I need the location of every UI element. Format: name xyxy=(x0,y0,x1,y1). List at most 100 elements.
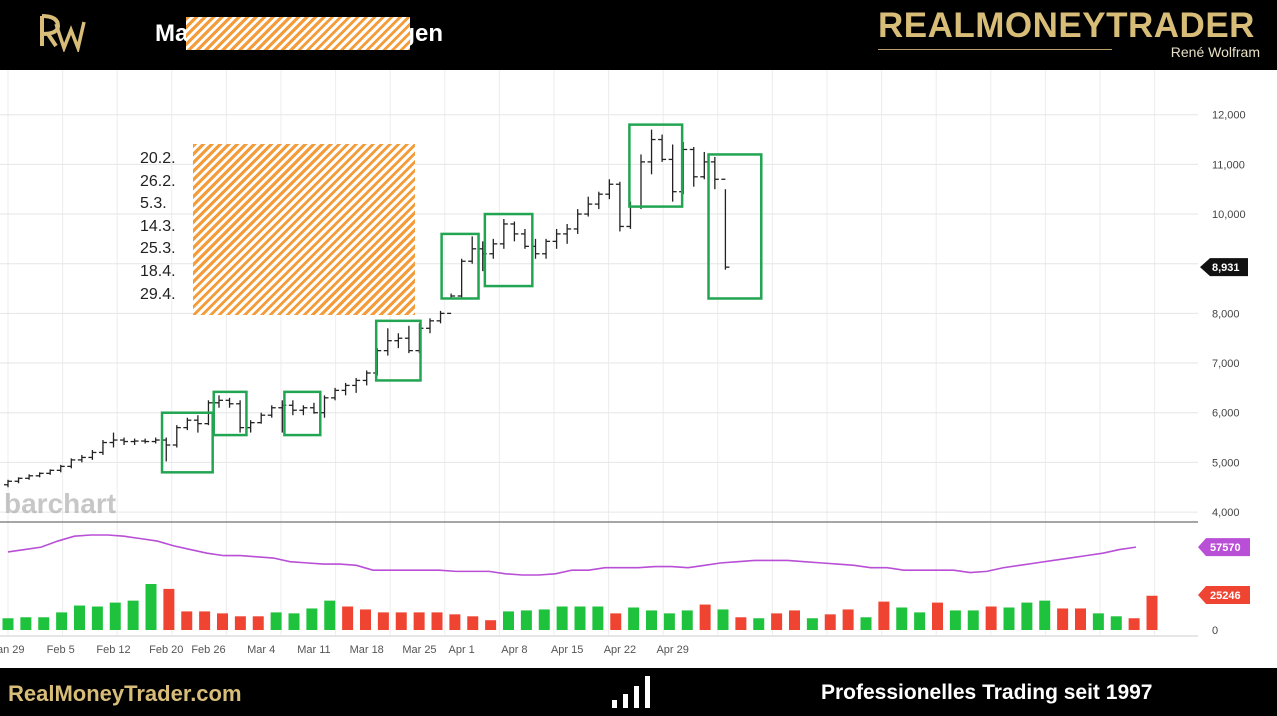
volume-bar xyxy=(538,609,550,630)
x-tick-label: Feb 5 xyxy=(47,644,75,656)
x-tick-label: Apr 15 xyxy=(551,644,583,656)
volume-bar xyxy=(413,612,425,630)
volume-bar xyxy=(217,613,228,630)
date-item: 14.3. xyxy=(140,217,176,235)
x-tick-label: Feb 20 xyxy=(149,644,183,656)
volume-bar xyxy=(288,613,300,630)
volume-bar xyxy=(1039,600,1051,630)
indicator-tag xyxy=(1198,538,1250,557)
volume-bar xyxy=(74,605,85,630)
highlight-box xyxy=(628,123,684,208)
volume-bar xyxy=(1057,608,1069,630)
volume-bar xyxy=(681,610,693,630)
last-price-tag xyxy=(1200,258,1248,277)
volume-bar xyxy=(717,609,729,630)
price-tick-label: 7,000 xyxy=(1212,358,1240,370)
indicator-line xyxy=(7,534,1137,576)
volume-bar xyxy=(127,600,139,630)
bar-chart-icon xyxy=(612,676,650,708)
volume-bar xyxy=(342,606,354,630)
volume-bar xyxy=(1146,595,1158,630)
volume-bar xyxy=(842,609,854,630)
volume-bar xyxy=(91,606,103,630)
volume-bar xyxy=(485,620,497,630)
price-tick-label: 4,000 xyxy=(1212,507,1240,519)
highlight-box xyxy=(483,212,534,288)
price-tick-label: 12,000 xyxy=(1212,110,1246,122)
volume-bar xyxy=(967,610,979,630)
volume-bar xyxy=(592,606,604,630)
highlight-box xyxy=(160,411,214,474)
volume-bar xyxy=(252,616,264,630)
volume-bar xyxy=(109,602,121,630)
date-item: 18.4. xyxy=(140,262,176,280)
volume-bar xyxy=(199,611,211,630)
highlight-box xyxy=(707,153,763,300)
highlight-box xyxy=(212,390,248,437)
price-tick-label: 10,000 xyxy=(1212,209,1246,221)
price-tick-label: 8,000 xyxy=(1212,308,1240,320)
title-prefix: Ma xyxy=(155,20,189,47)
volume-bar xyxy=(377,612,389,630)
volume-bar xyxy=(503,611,514,630)
x-tick-label: Mar 11 xyxy=(297,644,330,656)
volume-bar xyxy=(163,588,175,630)
volume-bar xyxy=(949,610,961,630)
x-tick-label: Jan 29 xyxy=(0,644,25,656)
volume-bar xyxy=(789,610,800,630)
volume-bar xyxy=(1021,602,1033,630)
date-item: 25.3. xyxy=(140,240,176,258)
volume-bar xyxy=(181,611,193,630)
volume-bar xyxy=(20,617,32,630)
price-chart: 4,000 5,000 6,000 7,000 8,000 10,000 11,000 12,… xyxy=(0,70,1250,656)
volume-bar xyxy=(520,610,532,630)
volume-bar xyxy=(896,607,908,630)
footer-site[interactable]: RealMoneyTrader.com xyxy=(8,681,242,706)
volume-bar xyxy=(574,606,586,630)
x-tick-label: Apr 22 xyxy=(604,644,636,656)
volume-bar xyxy=(610,613,622,630)
volume-bar xyxy=(38,617,50,630)
watermark-text: barchart xyxy=(4,488,116,519)
price-tick-label: 11,000 xyxy=(1212,159,1245,171)
volume-bar xyxy=(663,613,675,630)
volume-bar xyxy=(449,614,461,630)
price-tick-label: 6,000 xyxy=(1212,408,1240,420)
brand-box xyxy=(868,0,1277,70)
highlight-box xyxy=(374,319,422,382)
volume-bar xyxy=(467,616,479,630)
price-tick-label: 5,000 xyxy=(1212,457,1240,469)
x-tick-label: Feb 12 xyxy=(96,644,130,656)
highlight-box xyxy=(283,390,322,437)
chart-area: 4,000 5,000 6,000 7,000 8,000 10,000 11,000 12,… xyxy=(0,70,1277,668)
brand-author: René Wolfram xyxy=(1170,44,1260,60)
volume-last-label: 25246 xyxy=(1210,590,1241,602)
brand-name: REALMONEYTRADER xyxy=(878,6,1255,45)
volume-bar xyxy=(270,612,282,630)
volume-bar xyxy=(1128,618,1140,630)
rw-monogram-icon xyxy=(40,14,86,52)
volume-bar xyxy=(985,606,997,630)
volume-bar xyxy=(699,604,711,630)
volume-bar xyxy=(646,610,657,630)
x-tick-label: Apr 8 xyxy=(501,644,527,656)
volume-bar xyxy=(806,618,818,630)
volume-bar xyxy=(306,608,318,630)
redacted-title-block xyxy=(186,17,410,50)
date-item: 29.4. xyxy=(140,285,176,303)
date-item: 5.3. xyxy=(140,195,167,213)
volume-bar xyxy=(360,609,371,630)
volume-bar xyxy=(324,600,336,630)
x-tick-label: Mar 4 xyxy=(247,644,275,656)
volume-bar xyxy=(1110,616,1122,630)
volume-bar xyxy=(860,617,872,630)
redacted-notes-block xyxy=(193,144,415,315)
indicator-last-label: 57570 xyxy=(1210,542,1241,554)
volume-bar xyxy=(628,607,640,630)
volume-bar xyxy=(431,612,443,630)
x-tick-label: Apr 1 xyxy=(449,644,475,656)
volume-bar xyxy=(1075,608,1086,630)
x-tick-label: Mar 25 xyxy=(402,644,436,656)
volume-bar xyxy=(395,612,407,630)
x-tick-label: Mar 18 xyxy=(350,644,384,656)
